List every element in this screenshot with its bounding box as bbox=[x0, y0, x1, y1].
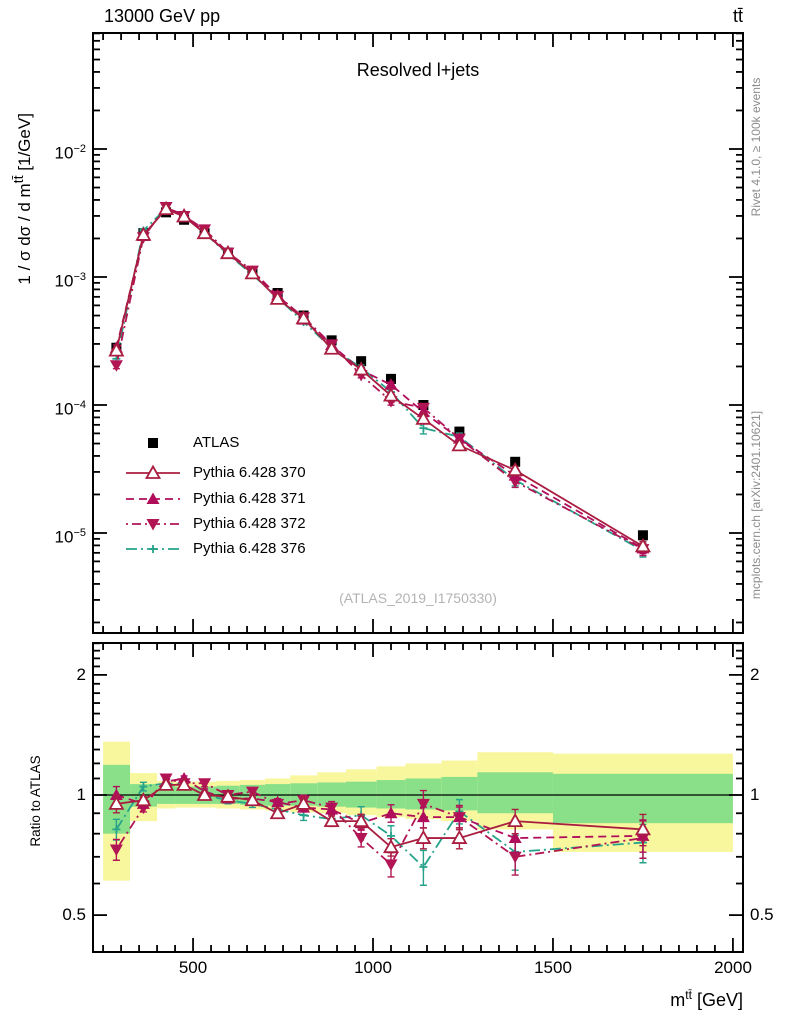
legend-label-atlas: ATLAS bbox=[193, 434, 240, 451]
ratio-tick-right-1: 1 bbox=[750, 785, 760, 804]
beam-energy-label: 13000 GeV pp bbox=[104, 6, 221, 26]
ratio-tick-left-2: 2 bbox=[76, 665, 86, 684]
mcplots-credit-note: mcplots.cern.ch [arXiv:2401.10621] bbox=[749, 410, 763, 600]
ratio-tick-left-05: 0.5 bbox=[62, 905, 86, 924]
ratio-tick-left-1: 1 bbox=[76, 785, 86, 804]
ratio-tick-right-05: 0.5 bbox=[750, 905, 774, 924]
x-tick-1000: 1000 bbox=[354, 958, 392, 977]
x-tick-500: 500 bbox=[178, 958, 208, 977]
x-tick-2000: 2000 bbox=[714, 958, 752, 977]
x-axis-label: mtt̄ [GeV] bbox=[670, 988, 743, 1010]
legend-label-pythia-370: Pythia 6.428 370 bbox=[193, 464, 306, 481]
y-axis-label-sup: tt̄ bbox=[11, 175, 28, 184]
legend-label-pythia-371: Pythia 6.428 371 bbox=[193, 490, 306, 507]
legend-label-pythia-372: Pythia 6.428 372 bbox=[193, 515, 306, 532]
y-tick-1e-3: 10−3 bbox=[54, 271, 86, 291]
y-tick-1e-5: 10−5 bbox=[54, 527, 86, 547]
y-axis-label: 1 / σ dσ / d mtt̄ [1/GeV] bbox=[11, 113, 34, 285]
analysis-watermark: (ATLAS_2019_I1750330) bbox=[339, 590, 497, 606]
x-axis-label-sup: tt̄ bbox=[685, 988, 692, 1002]
ratio-tick-right-2: 2 bbox=[750, 665, 760, 684]
plot-title: Resolved l+jets bbox=[356, 60, 480, 80]
x-tick-1500: 1500 bbox=[534, 958, 572, 977]
legend-label-pythia-376: Pythia 6.428 376 bbox=[193, 540, 306, 557]
rivet-version-note: Rivet 4.1.0, ≥ 100k events bbox=[749, 77, 763, 217]
y-tick-1e-2: 10−2 bbox=[54, 143, 86, 163]
y-tick-1e-4: 10−4 bbox=[54, 399, 86, 419]
process-label: tt̄ bbox=[732, 6, 743, 26]
